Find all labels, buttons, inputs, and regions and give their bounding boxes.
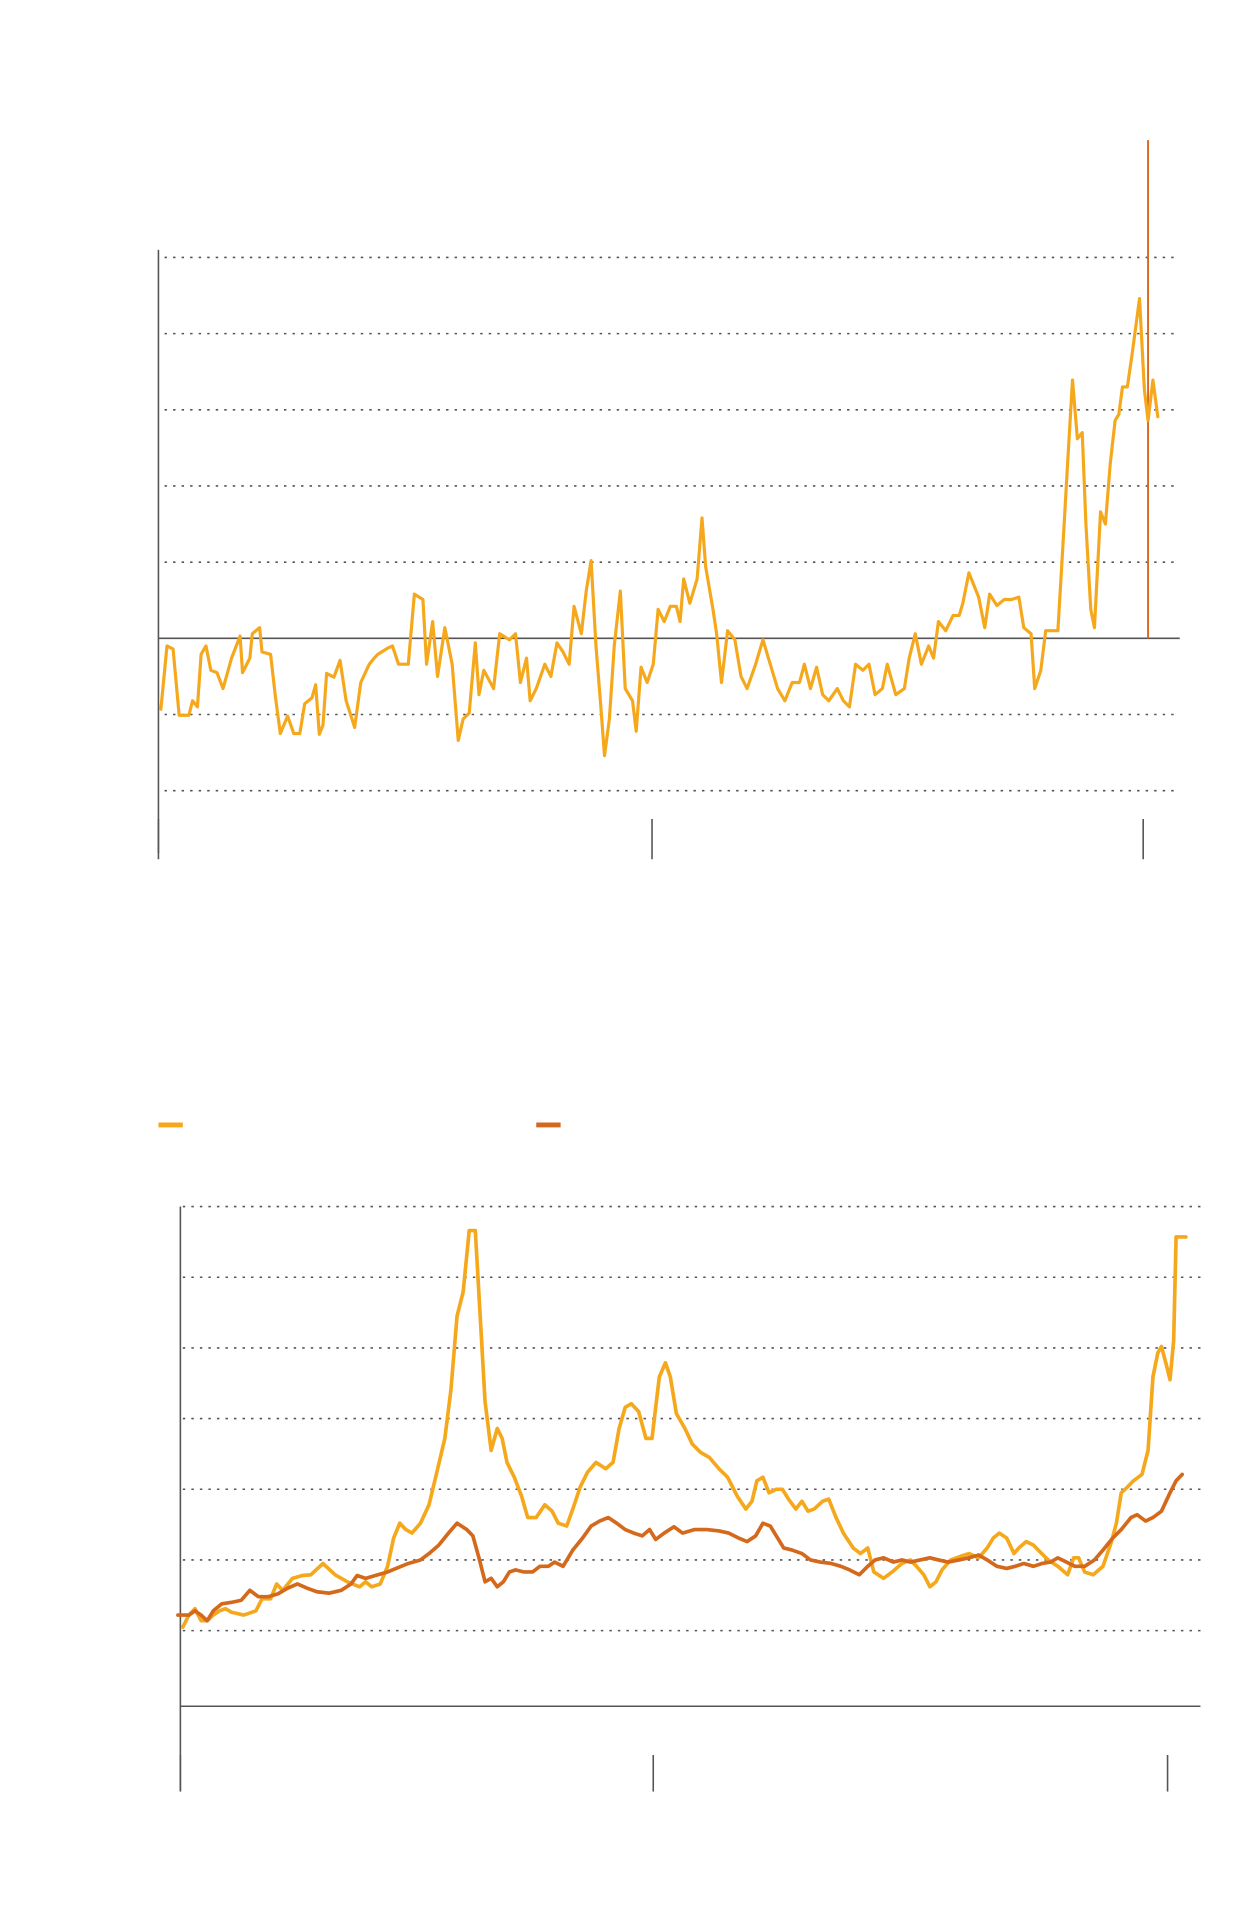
data-line <box>180 1228 1188 1629</box>
data-line <box>176 1472 1185 1623</box>
data-line <box>159 297 1160 758</box>
